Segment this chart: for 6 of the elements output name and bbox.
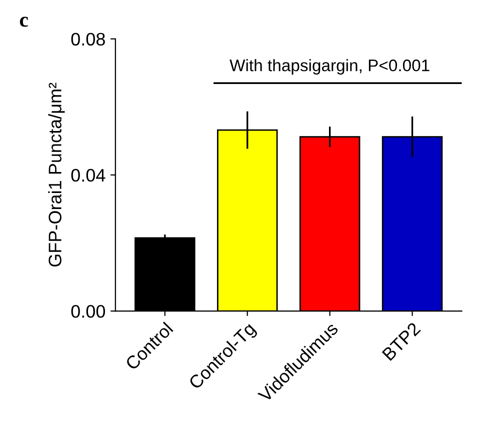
annotation: With thapsigargin, P<0.001 [230, 59, 430, 75]
text: c [20, 16, 28, 27]
y-tick-label: 0.08 [71, 32, 105, 46]
y-tick-label: 0.04 [71, 168, 106, 182]
y-tick-label: 0.00 [71, 304, 106, 318]
y-axis-title: GFP-Orai1 Puncta/μm² [48, 82, 65, 267]
